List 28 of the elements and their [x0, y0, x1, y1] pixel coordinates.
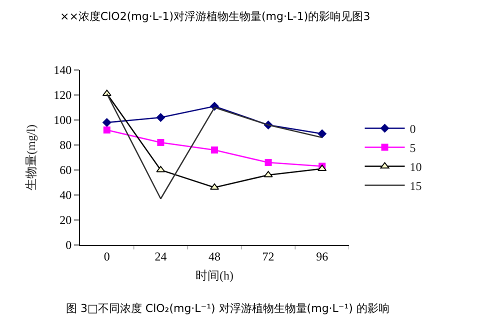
x-tick-label: 0 — [104, 249, 110, 264]
point — [264, 159, 272, 166]
y-tick-label: 140 — [54, 63, 72, 78]
y-tick-label: 80 — [60, 138, 72, 152]
x-tick-label: 96 — [316, 249, 328, 264]
x-axis-title: 时间(h) — [196, 268, 234, 282]
point — [102, 118, 112, 128]
point — [318, 129, 327, 138]
x-tick-label: 24 — [154, 249, 167, 264]
point — [103, 126, 110, 134]
x-tick-label: 72 — [262, 249, 274, 264]
legend-label: 5 — [410, 140, 416, 155]
point — [211, 146, 218, 154]
y-axis-title: 生物量(mg/l) — [24, 124, 38, 190]
x-tick-label: 48 — [208, 249, 220, 264]
point — [156, 112, 166, 122]
caption: 图 3□不同浓度 ClO₂(mg·L⁻¹) 对浮游植物生物量(mg·L⁻¹) 的影响 — [66, 302, 390, 315]
legend-label: 0 — [410, 122, 416, 136]
y-tick-label: 120 — [54, 88, 72, 102]
legend-label: 10 — [410, 160, 422, 174]
legend-label: 15 — [410, 178, 422, 193]
y-tick-label: 100 — [54, 113, 72, 128]
y-tick-label: 60 — [60, 163, 72, 178]
point — [157, 139, 164, 146]
y-tick-label: 0 — [66, 238, 72, 252]
y-tick-label: 20 — [60, 213, 72, 228]
y-tick-label: 40 — [60, 188, 72, 202]
text: ××浓度ClO2(mg·L-1)对浮游植物生物量(mg·L-1)的影响见图3 — [60, 10, 370, 23]
